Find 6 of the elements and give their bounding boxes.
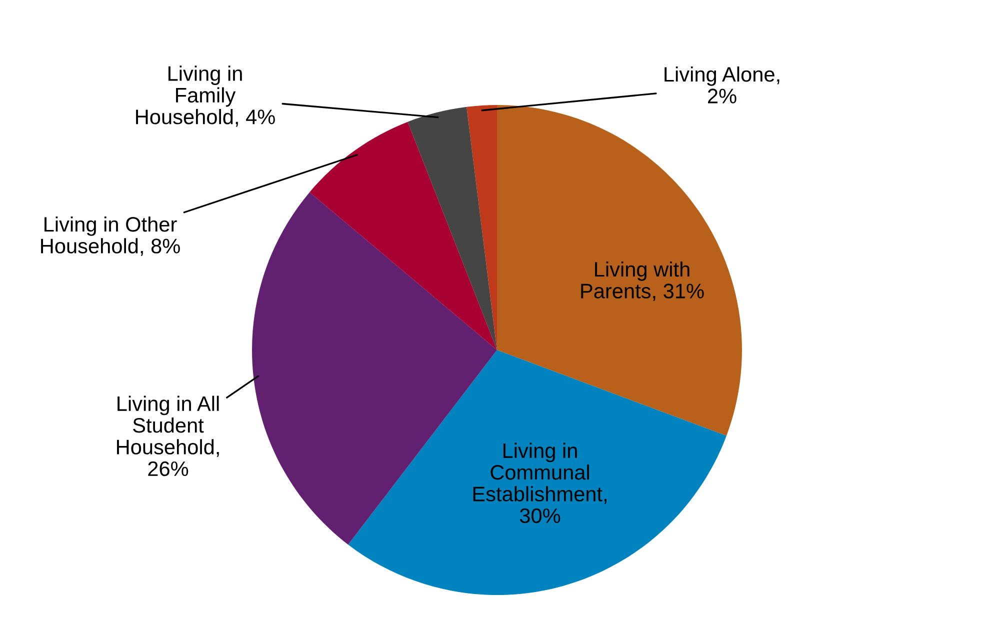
slice-label: Living Alone, 2% [664,66,780,104]
slice-label: Living in Other Household, 8% [41,216,180,256]
slice-label: Living with Parents, 31% [581,261,704,301]
slice-label: Living in Communal Establishment, 30% [473,442,606,524]
slice-label: Living in Family Household, 4% [136,66,275,127]
slice-label: Living in All Student Household, 26% [117,396,219,476]
